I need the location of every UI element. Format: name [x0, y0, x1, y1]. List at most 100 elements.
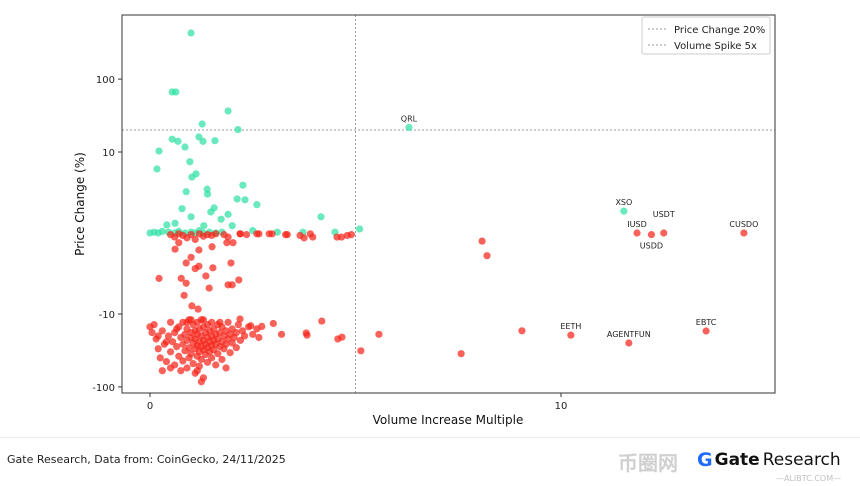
point-price-up: [188, 173, 196, 181]
point-price-down: [187, 253, 195, 261]
point-price-up: [356, 225, 364, 233]
point-price-down: [740, 229, 748, 237]
point-price-down: [222, 364, 230, 372]
annotation-label: EBTC: [696, 318, 717, 327]
point-price-down: [148, 329, 156, 337]
point-price-down: [175, 239, 183, 247]
x-tick-label: 0: [147, 401, 153, 412]
point-price-down: [567, 331, 575, 339]
point-price-down: [158, 327, 166, 335]
point-price-down: [457, 350, 465, 358]
point-price-down: [300, 234, 308, 242]
y-axis-label: Price Change (%): [73, 152, 87, 256]
point-price-down: [338, 333, 346, 341]
point-price-down: [253, 325, 261, 333]
point-price-up: [178, 205, 186, 213]
point-price-up: [153, 165, 161, 173]
annotation-label: QRL: [401, 114, 418, 123]
y-tick-label: 10: [102, 148, 115, 159]
point-price-down: [173, 342, 181, 351]
point-price-down: [232, 344, 240, 352]
point-price-down: [212, 361, 220, 369]
point-price-up: [187, 29, 195, 37]
point-price-down: [208, 243, 216, 251]
annotation-label: USDT: [653, 210, 675, 219]
point-price-up: [405, 123, 413, 132]
point-price-down: [187, 231, 195, 239]
point-price-down: [277, 330, 286, 338]
point-price-down: [164, 332, 173, 340]
point-price-down: [150, 321, 158, 329]
point-price-up: [172, 88, 180, 96]
point-price-down: [633, 229, 641, 237]
point-price-up: [234, 125, 242, 134]
point-price-up: [253, 201, 261, 209]
x-tick-label: 10: [555, 401, 568, 412]
point-price-down: [212, 230, 220, 238]
point-price-up: [182, 188, 190, 196]
point-price-down: [240, 332, 249, 340]
point-price-down: [205, 284, 213, 292]
point-price-down: [191, 235, 199, 244]
point-price-up: [200, 222, 208, 230]
logo-brand: Gate: [714, 450, 760, 470]
point-price-down: [235, 276, 243, 284]
point-price-up: [241, 196, 249, 204]
footer-divider: [0, 437, 860, 438]
point-price-down: [197, 355, 205, 364]
point-price-down: [166, 348, 175, 356]
gate-research-logo: G Gate Research: [697, 449, 841, 471]
annotation-label: XSO: [615, 198, 632, 207]
point-price-down: [177, 367, 185, 375]
point-price-down: [660, 229, 668, 237]
y-tick-label: -10: [99, 310, 115, 321]
point-price-down: [202, 272, 210, 280]
point-price-down: [318, 317, 326, 325]
point-price-down: [224, 318, 232, 326]
point-price-down: [224, 233, 232, 241]
point-price-down: [183, 364, 191, 372]
point-price-down: [166, 364, 175, 372]
legend-price-change: Price Change 20%: [674, 25, 765, 36]
point-price-up: [174, 137, 182, 145]
point-price-down: [483, 252, 491, 260]
point-price-down: [156, 354, 164, 362]
point-price-down: [227, 259, 235, 267]
point-price-up: [199, 137, 207, 145]
point-price-down: [249, 330, 257, 338]
point-price-up: [198, 120, 206, 128]
point-price-up: [163, 221, 171, 229]
point-price-up: [181, 143, 189, 151]
point-price-down: [245, 323, 253, 331]
point-price-down: [171, 245, 179, 253]
point-price-down: [518, 327, 526, 335]
point-price-up: [168, 135, 176, 143]
point-price-down: [242, 231, 251, 239]
point-price-down: [154, 332, 162, 340]
legend-volume-spike: Volume Spike 5x: [674, 41, 757, 52]
point-price-down: [158, 367, 166, 375]
point-price-down: [182, 259, 190, 267]
point-price-down: [228, 281, 236, 289]
point-price-up: [187, 213, 195, 221]
point-price-down: [187, 316, 195, 324]
point-price-down: [625, 339, 633, 347]
watermark: 币圈网: [618, 451, 678, 475]
point-price-down: [169, 338, 177, 346]
point-price-down: [702, 327, 710, 335]
gate-logo-icon: G: [697, 449, 713, 471]
point-price-up: [620, 207, 628, 215]
x-axis-label: Volume Increase Multiple: [373, 413, 524, 427]
point-price-down: [185, 344, 193, 352]
point-price-down: [228, 339, 236, 347]
point-price-down: [357, 347, 365, 355]
point-price-down: [197, 378, 205, 386]
point-price-down: [177, 274, 185, 282]
point-price-up: [211, 137, 219, 145]
point-price-down: [236, 230, 244, 238]
point-price-down: [199, 316, 208, 324]
point-price-up: [228, 222, 236, 230]
point-price-up: [224, 107, 232, 115]
point-price-down: [255, 230, 263, 238]
